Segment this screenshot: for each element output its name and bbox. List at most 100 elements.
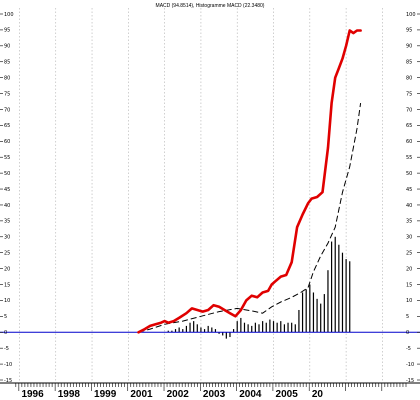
- histogram-bar: [294, 324, 296, 333]
- histogram-bar: [287, 322, 289, 333]
- y-tick-label-right: -10: [406, 362, 414, 368]
- y-tick-label-right: 35: [406, 219, 412, 225]
- histogram-bar: [196, 324, 198, 333]
- histogram-bar: [276, 322, 278, 333]
- y-tick-label-left: -5: [4, 346, 9, 352]
- histogram-bar: [240, 317, 242, 333]
- x-tick-label: 1999: [94, 389, 117, 400]
- signal-line: [138, 103, 362, 333]
- histogram-bar: [316, 298, 318, 333]
- histogram-bar: [236, 321, 238, 333]
- histogram-bar: [182, 329, 184, 333]
- histogram-bar: [167, 330, 169, 333]
- histogram-bar: [320, 303, 322, 333]
- x-tick-label: 2002: [167, 389, 190, 400]
- y-tick-label-right: 55: [406, 155, 412, 161]
- histogram-bar: [189, 322, 191, 333]
- y-tick-label-left: 15: [4, 282, 10, 288]
- y-tick-label-left: 5: [4, 314, 7, 320]
- x-tick-label: 2005: [276, 389, 299, 400]
- histogram-bar: [272, 321, 275, 333]
- y-tick-label-left: 80: [4, 75, 10, 81]
- histogram-bar: [341, 252, 344, 333]
- right-axis: -15 -10 -5 0 5 10 15 20 25 30 35 40 45 50 55 60 65 70 75 80…: [406, 12, 420, 384]
- y-tick-label-left: 35: [4, 219, 10, 225]
- histogram-bar: [283, 324, 286, 333]
- y-tick-label-right: 40: [406, 203, 412, 209]
- histogram-bar: [258, 324, 260, 333]
- y-tick-label-left: -10: [4, 362, 12, 368]
- x-tick-label: 2004: [239, 389, 262, 400]
- x-axis: 1996 1998 1999 2001 2002 2003 2004 2005 20: [0, 382, 420, 400]
- histogram-bar: [171, 330, 173, 333]
- histogram-bar: [345, 259, 347, 333]
- y-tick-label-right: 70: [406, 107, 412, 113]
- histogram-bar: [229, 332, 231, 338]
- y-tick-label-right: 65: [406, 123, 412, 129]
- y-tick-label-right: 60: [406, 139, 412, 145]
- y-tick-label-left: 70: [4, 107, 10, 113]
- histogram-bar: [200, 327, 202, 333]
- y-tick-label-right: 5: [406, 314, 409, 320]
- histogram-bar: [312, 292, 315, 333]
- y-tick-label-left: 10: [4, 298, 10, 304]
- histogram-bar: [280, 321, 282, 333]
- y-tick-label-left: 25: [4, 250, 10, 256]
- y-tick-label-right: -15: [406, 378, 414, 384]
- histogram-bar: [269, 319, 271, 333]
- y-tick-label-left: 50: [4, 171, 10, 177]
- histogram-bar: [298, 309, 300, 333]
- histogram-bar: [254, 322, 256, 333]
- y-tick-label-left: 0: [4, 330, 7, 336]
- histogram-bar: [211, 327, 213, 333]
- histogram-bar: [334, 236, 336, 333]
- histogram-bar: [222, 332, 224, 336]
- chart-title: MACD (94.8514), Histogramme MACD (22.348…: [156, 3, 265, 9]
- histogram-bar: [247, 324, 249, 333]
- y-tick-label-left: 65: [4, 123, 10, 129]
- histogram-bar: [185, 325, 188, 333]
- y-tick-label-right: 90: [406, 44, 412, 50]
- y-tick-label-left: 30: [4, 235, 10, 241]
- y-tick-label-left: 40: [4, 203, 10, 209]
- y-tick-label-right: 85: [406, 60, 412, 66]
- x-tick-label: 1996: [21, 389, 44, 400]
- x-tick-label: 20: [312, 389, 324, 400]
- y-tick-label-right: 95: [406, 28, 412, 34]
- y-tick-label-left: 75: [4, 91, 10, 97]
- macd-layer: [137, 29, 362, 334]
- histogram-bar: [349, 261, 351, 333]
- y-tick-label-right: 30: [406, 235, 412, 241]
- histogram-bar: [178, 327, 180, 333]
- histogram-bar: [225, 332, 227, 339]
- histogram-bar: [232, 329, 235, 333]
- histogram-bar: [243, 322, 246, 333]
- histogram-bar: [262, 321, 264, 333]
- y-tick-label-left: 95: [4, 28, 10, 34]
- y-tick-label-right: 25: [406, 250, 412, 256]
- histogram-bar: [291, 322, 293, 333]
- y-tick-label-right: 45: [406, 187, 412, 193]
- y-tick-label-left: 45: [4, 187, 10, 193]
- y-tick-label-left: 100: [4, 12, 14, 18]
- histogram-bar: [251, 325, 253, 333]
- macd-line: [137, 29, 362, 334]
- y-tick-label-right: 15: [406, 282, 412, 288]
- signal-layer: [138, 103, 362, 333]
- y-tick-label-right: 10: [406, 298, 412, 304]
- histogram-bar: [203, 329, 206, 333]
- y-tick-label-left: -15: [4, 378, 12, 384]
- histogram-bar: [327, 270, 329, 333]
- y-tick-label-left: 90: [4, 44, 10, 50]
- y-tick-label-right: 20: [406, 266, 412, 272]
- x-tick-label: 1998: [58, 389, 81, 400]
- histogram-bar: [265, 322, 267, 333]
- histogram-bar: [193, 321, 195, 333]
- x-tick-label: 2003: [203, 389, 226, 400]
- y-tick-label-left: 60: [4, 139, 10, 145]
- y-tick-label-left: 20: [4, 266, 10, 272]
- x-tick-label: 2001: [130, 389, 153, 400]
- histogram-bar: [174, 329, 177, 333]
